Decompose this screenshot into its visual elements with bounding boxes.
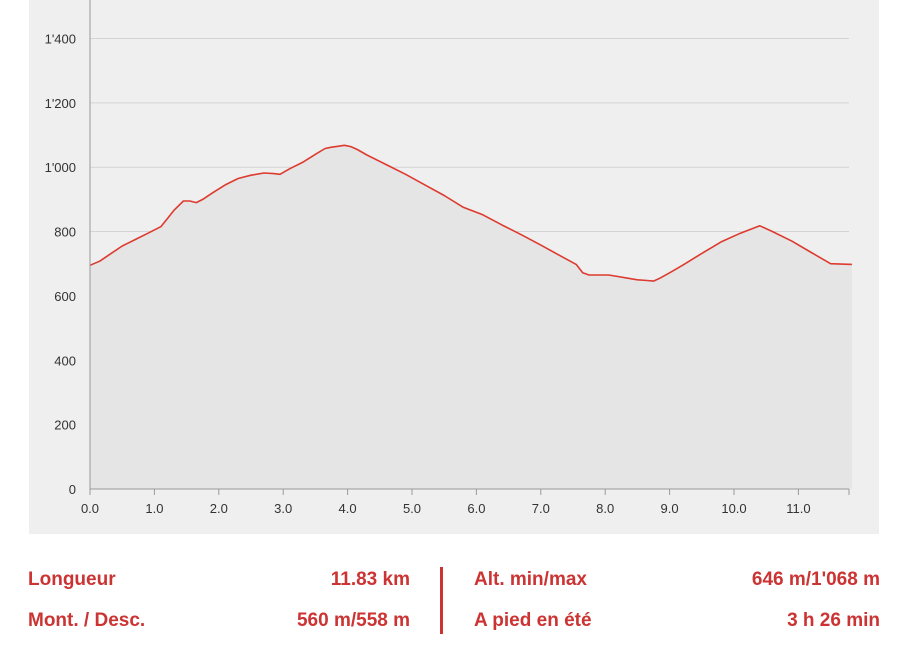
y-tick-label: 400 — [54, 353, 76, 368]
elevation-chart: 0 200 400 600 800 1'000 1'200 1'400 0.0 1.0 2.0 3.0… — [45, 0, 852, 516]
stats-divider — [440, 567, 443, 634]
x-tick-label: 1.0 — [145, 501, 163, 516]
x-tick-label: 3.0 — [274, 501, 292, 516]
elevation-area — [90, 145, 852, 490]
elevation-line — [89, 144, 852, 282]
ascent-descent-value: 560 m/558 m — [296, 610, 410, 631]
altitude-label: Alt. min/max — [474, 569, 587, 590]
y-tick-label: 0 — [69, 482, 76, 497]
route-stats: Longueur 11.83 km Mont. / Desc. 560 m/55… — [0, 562, 906, 642]
x-tick-label: 4.0 — [339, 501, 357, 516]
x-tick-label: 7.0 — [532, 501, 550, 516]
x-tick-label: 2.0 — [210, 501, 228, 516]
x-tick-label: 9.0 — [661, 501, 679, 516]
y-tick-label: 1'000 — [45, 160, 76, 175]
elevation-chart-panel: 0 200 400 600 800 1'000 1'200 1'400 0.0 1.0 2.0 3.0… — [29, 0, 879, 534]
stat-altitude: Alt. min/max 646 m/1'068 m — [474, 565, 880, 595]
y-tick-label: 1'200 — [45, 96, 76, 111]
y-tick-label: 800 — [54, 225, 76, 240]
y-tick-label: 200 — [54, 418, 76, 433]
x-tick-label: 10.0 — [721, 501, 746, 516]
stat-length: Longueur 11.83 km — [28, 565, 410, 595]
length-label: Longueur — [28, 569, 116, 590]
x-tick-label: 5.0 — [403, 501, 421, 516]
walking-time-value: 3 h 26 min — [787, 610, 880, 631]
y-tick-label: 1'400 — [45, 31, 76, 46]
stat-ascent-descent: Mont. / Desc. 560 m/558 m — [28, 606, 410, 636]
ascent-descent-label: Mont. / Desc. — [28, 610, 146, 631]
walking-time-label: A pied en été — [474, 610, 592, 631]
stat-walking-time: A pied en été 3 h 26 min — [474, 606, 880, 636]
length-value: 11.83 km — [330, 569, 410, 590]
x-tick-label: 6.0 — [467, 501, 485, 516]
y-tick-label: 600 — [54, 289, 76, 304]
altitude-value: 646 m/1'068 m — [751, 569, 880, 590]
x-tick-label: 0.0 — [81, 501, 99, 516]
x-tick-label: 11.0 — [786, 501, 810, 516]
x-tick-label: 8.0 — [596, 501, 614, 516]
